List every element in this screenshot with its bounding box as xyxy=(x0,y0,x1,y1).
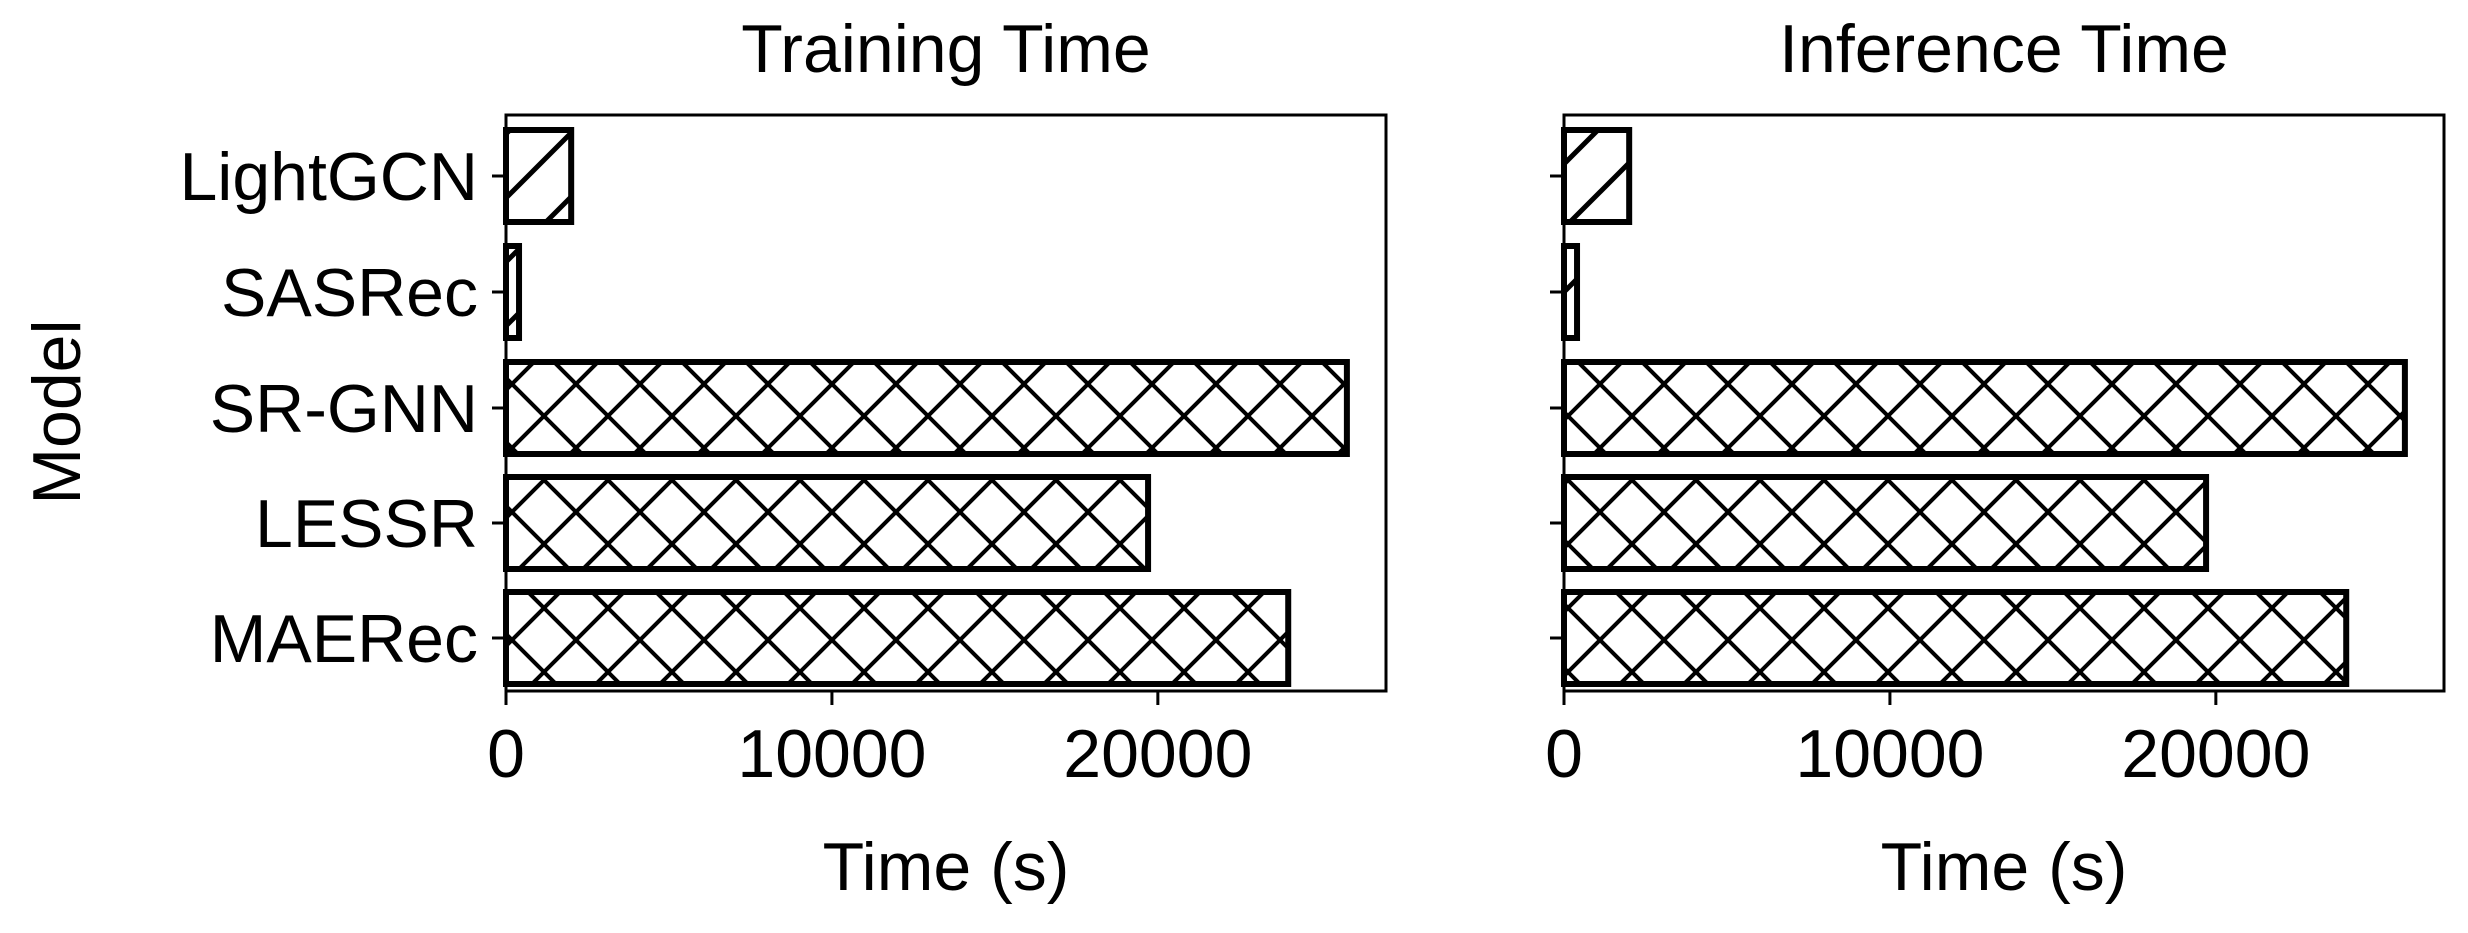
x-axis: 0 10000 20000 xyxy=(1545,691,2310,792)
y-tick-label: SR-GNN xyxy=(210,371,478,447)
bar-sr-gnn xyxy=(1561,359,2408,457)
bars xyxy=(1561,127,2408,687)
x-axis: 0 10000 20000 xyxy=(487,691,1252,792)
bar-maerec xyxy=(1561,589,2350,687)
x-tick-label: 0 xyxy=(1545,716,1583,792)
y-tick-label: MAERec xyxy=(210,601,478,677)
bar-sasrec xyxy=(1561,243,1581,341)
bar-maerec xyxy=(503,589,1292,687)
x-axis-label: Time (s) xyxy=(1881,829,2128,905)
bar-lightgcn xyxy=(1561,127,1633,225)
y-axis-label: Model xyxy=(19,319,95,504)
axes-frame xyxy=(504,113,1388,693)
x-axis-label: Time (s) xyxy=(823,829,1070,905)
chart-title: Inference Time xyxy=(1779,11,2229,87)
bar-sr-gnn xyxy=(503,359,1350,457)
y-axis: LightGCN SASRec SR-GNN LESSR MAERec xyxy=(179,139,506,677)
bars xyxy=(503,127,1350,687)
x-tick-label: 10000 xyxy=(737,716,926,792)
bar-lessr xyxy=(503,474,1152,572)
bar-sasrec xyxy=(503,243,523,341)
y-tick-label: SASRec xyxy=(221,255,478,331)
x-tick-label: 20000 xyxy=(2121,716,2310,792)
x-tick-label: 10000 xyxy=(1795,716,1984,792)
chart-title: Training Time xyxy=(741,11,1150,87)
y-tick-label: LESSR xyxy=(255,486,478,562)
x-tick-label: 0 xyxy=(487,716,525,792)
x-tick-label: 20000 xyxy=(1063,716,1252,792)
axes-frame xyxy=(1562,113,2446,693)
chart-training-time: Training Time Model LightGCN SASRec SR-GNN… xyxy=(19,11,1388,905)
bar-lightgcn xyxy=(503,127,575,225)
y-tick-label: LightGCN xyxy=(179,139,478,215)
chart-inference-time: Inference Time 0 10000 20000 Time (s) xyxy=(1545,11,2446,905)
bar-lessr xyxy=(1561,474,2210,572)
y-axis xyxy=(1550,174,1564,640)
